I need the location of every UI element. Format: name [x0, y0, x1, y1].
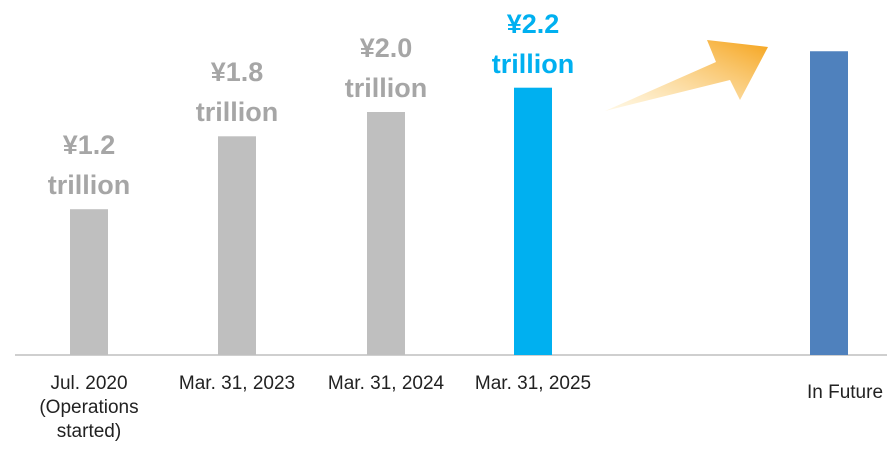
growth-arrow — [605, 40, 768, 111]
bar — [218, 136, 256, 355]
bar — [810, 51, 848, 355]
x-tick-label: Mar. 31, 2025 — [474, 373, 592, 394]
value-label: ¥2.0 trillion — [344, 33, 428, 103]
x-tick-label: Mar. 31, 2023 — [178, 373, 296, 394]
value-label: ¥1.2 trillion — [47, 130, 131, 201]
value-label: ¥2.2 trillion — [491, 8, 575, 79]
value-label: ¥1.8 trillion — [195, 57, 279, 128]
x-tick-label: In Future — [806, 382, 884, 403]
x-tick-label: Jul. 2020 (Operations started) — [39, 373, 139, 442]
x-tick-label: Mar. 31, 2024 — [327, 373, 445, 394]
bar — [70, 209, 108, 355]
bar — [367, 112, 405, 355]
bar — [514, 87, 552, 355]
